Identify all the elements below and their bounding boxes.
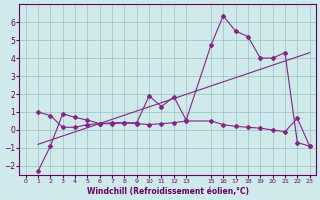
X-axis label: Windchill (Refroidissement éolien,°C): Windchill (Refroidissement éolien,°C) [87, 187, 249, 196]
